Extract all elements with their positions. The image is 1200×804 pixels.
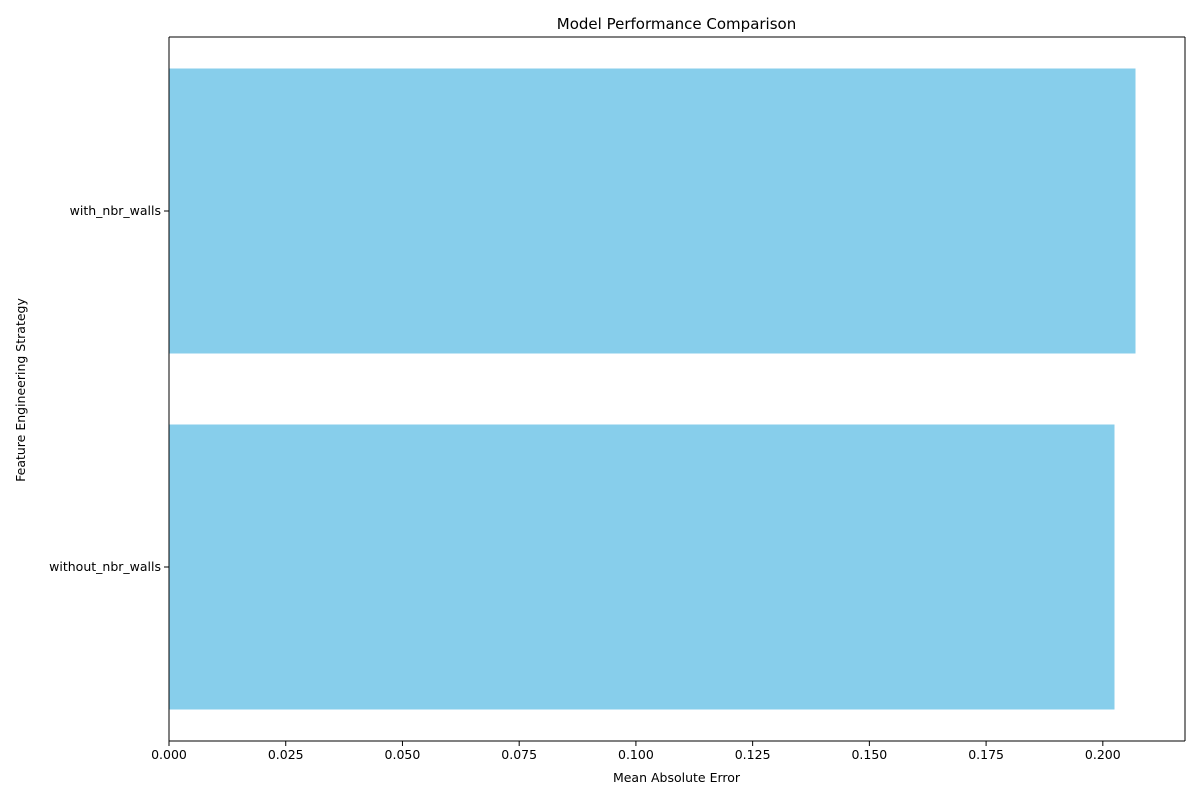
x-tick-label: 0.100 <box>618 747 654 762</box>
y-tick-label: with_nbr_walls <box>70 203 161 218</box>
bars-layer <box>169 68 1136 710</box>
x-tick-label: 0.025 <box>268 747 304 762</box>
x-tick-label: 0.000 <box>151 747 187 762</box>
bar-with_nbr_walls <box>169 68 1136 354</box>
x-axis-label: Mean Absolute Error <box>613 770 741 785</box>
chart-title: Model Performance Comparison <box>557 15 796 33</box>
x-tick-label: 0.125 <box>735 747 771 762</box>
x-tick-label: 0.150 <box>851 747 887 762</box>
y-tick-label: without_nbr_walls <box>49 559 161 574</box>
axes-frame <box>168 36 1186 742</box>
bar-without_nbr_walls <box>169 424 1115 710</box>
x-tick-label: 0.075 <box>501 747 537 762</box>
ticks-layer: without_nbr_walls with_nbr_walls 0.000 0.02… <box>49 203 1121 762</box>
x-tick-label: 0.200 <box>1085 747 1121 762</box>
y-axis-label: Feature Engineering Strategy <box>13 298 28 482</box>
x-tick-label: 0.175 <box>968 747 1004 762</box>
x-tick-label: 0.050 <box>385 747 421 762</box>
